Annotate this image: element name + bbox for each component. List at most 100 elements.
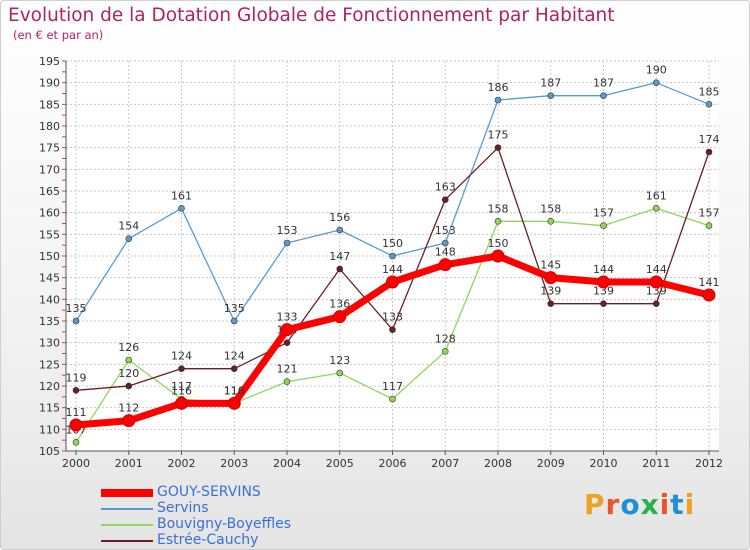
x-tick-label: 2008: [484, 457, 512, 470]
logo-letter: P: [584, 488, 606, 521]
data-point: [178, 205, 185, 212]
data-point: [705, 101, 713, 108]
data-label: 144: [593, 263, 614, 276]
data-point: [72, 387, 80, 394]
data-label: 141: [699, 276, 720, 289]
data-point: [283, 339, 291, 346]
data-label: 144: [646, 263, 667, 276]
data-label: 135: [224, 302, 245, 315]
data-label: 190: [646, 64, 667, 77]
data-label: 111: [66, 406, 87, 419]
data-point: [600, 300, 607, 307]
data-label: 150: [488, 237, 509, 250]
data-label: 147: [329, 250, 350, 263]
data-label: 123: [329, 354, 350, 367]
data-point: [389, 326, 396, 333]
data-label: 112: [118, 402, 139, 415]
legend-swatch: [101, 540, 153, 542]
data-point: [600, 222, 607, 229]
data-label: 119: [66, 371, 87, 384]
x-tick-label: 2010: [590, 457, 618, 470]
legend-swatch: [101, 489, 153, 497]
x-tick-label: 2003: [220, 457, 248, 470]
data-label: 158: [540, 202, 561, 215]
data-label: 145: [540, 259, 561, 272]
data-point: [389, 395, 396, 403]
legend-label: GOUY-SERVINS: [157, 484, 261, 500]
data-label: 117: [382, 380, 403, 393]
x-tick-label: 2006: [379, 457, 407, 470]
data-label: 136: [329, 298, 350, 311]
y-tick-label: 115: [39, 402, 60, 415]
legend-label: Servins: [157, 500, 209, 516]
data-label: 124: [224, 350, 245, 363]
data-label: 133: [382, 311, 403, 324]
data-label: 116: [224, 384, 245, 397]
data-label: 126: [118, 341, 139, 354]
y-tick-label: 160: [39, 207, 60, 220]
y-tick-label: 150: [39, 250, 60, 263]
data-label: 135: [66, 302, 87, 315]
y-tick-label: 110: [39, 423, 60, 436]
x-tick-label: 2005: [326, 457, 354, 470]
data-point: [69, 418, 83, 432]
data-point: [389, 252, 396, 260]
y-tick-label: 175: [39, 142, 60, 155]
data-label: 163: [435, 181, 456, 194]
data-point: [283, 378, 291, 385]
data-point: [705, 222, 713, 229]
data-point: [441, 239, 449, 247]
logo-letter: i: [659, 488, 671, 521]
data-label: 116: [171, 384, 192, 397]
logo-letter: i: [684, 488, 696, 521]
y-tick-label: 195: [39, 55, 60, 68]
data-point: [125, 382, 133, 390]
x-tick-label: 2001: [115, 457, 143, 470]
data-label: 157: [593, 207, 614, 220]
x-tick-label: 2009: [537, 457, 565, 470]
chart-title: Evolution de la Dotation Globale de Fonc…: [8, 5, 615, 26]
data-label: 157: [699, 207, 720, 220]
data-label: 154: [118, 220, 139, 233]
data-point: [652, 300, 660, 307]
data-label: 133: [277, 311, 298, 324]
data-point: [336, 369, 344, 377]
data-point: [702, 288, 716, 302]
y-tick-label: 120: [39, 380, 60, 393]
data-point: [125, 356, 133, 364]
data-label: 128: [435, 332, 456, 345]
data-label: 185: [699, 85, 720, 98]
data-label: 139: [593, 285, 614, 298]
data-label: 117: [171, 380, 192, 393]
data-label: 121: [277, 363, 298, 376]
data-point: [597, 275, 610, 289]
data-point: [72, 439, 80, 446]
data-point: [494, 96, 502, 104]
y-tick-label: 145: [39, 272, 60, 285]
data-point: [491, 249, 505, 263]
data-label: 120: [118, 367, 139, 380]
data-point: [705, 148, 713, 156]
data-point: [280, 323, 294, 337]
data-label: 161: [171, 189, 192, 202]
data-point: [336, 226, 344, 234]
data-point: [283, 239, 291, 247]
chart-subtitle: (en € et par an): [13, 28, 104, 42]
data-point: [547, 300, 555, 307]
data-point: [125, 235, 133, 242]
y-tick-label: 180: [39, 120, 60, 133]
data-point: [494, 144, 502, 151]
logo-letter: o: [620, 488, 641, 521]
data-point: [178, 365, 185, 372]
y-tick-label: 170: [39, 163, 60, 176]
legend-swatch: [101, 524, 153, 526]
data-point: [122, 414, 136, 428]
y-tick-label: 165: [39, 185, 60, 198]
data-point: [175, 396, 188, 410]
data-label: 161: [646, 189, 667, 202]
data-label: 150: [382, 237, 403, 250]
data-point: [333, 310, 347, 324]
data-point: [600, 92, 607, 99]
